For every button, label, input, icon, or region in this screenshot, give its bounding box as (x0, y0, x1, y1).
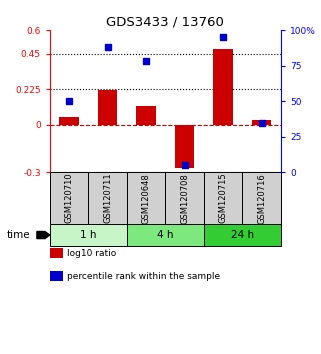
Text: GSM120716: GSM120716 (257, 173, 266, 224)
Bar (252, 120, 271, 125)
Text: GSM120708: GSM120708 (180, 173, 189, 224)
Bar (136, 106, 156, 125)
Bar (88, 172, 127, 224)
Text: GSM120711: GSM120711 (103, 173, 112, 223)
Text: GSM120715: GSM120715 (219, 173, 228, 223)
Text: 24 h: 24 h (231, 230, 254, 240)
Title: GDS3433 / 13760: GDS3433 / 13760 (106, 16, 224, 29)
Bar (59, 117, 79, 125)
Bar (204, 224, 281, 246)
Bar (98, 90, 117, 125)
Text: log10 ratio: log10 ratio (67, 249, 117, 258)
Text: GSM120648: GSM120648 (142, 173, 151, 224)
Bar (127, 224, 204, 246)
Bar (204, 172, 242, 224)
Bar (213, 49, 233, 125)
Bar (175, 125, 194, 167)
Text: percentile rank within the sample: percentile rank within the sample (67, 272, 221, 281)
Bar (127, 172, 165, 224)
Bar (50, 224, 127, 246)
Bar (242, 172, 281, 224)
Text: 4 h: 4 h (157, 230, 174, 240)
Text: 1 h: 1 h (80, 230, 97, 240)
Text: GSM120710: GSM120710 (65, 173, 74, 223)
Bar (165, 172, 204, 224)
Bar (50, 172, 88, 224)
Text: time: time (6, 230, 30, 240)
